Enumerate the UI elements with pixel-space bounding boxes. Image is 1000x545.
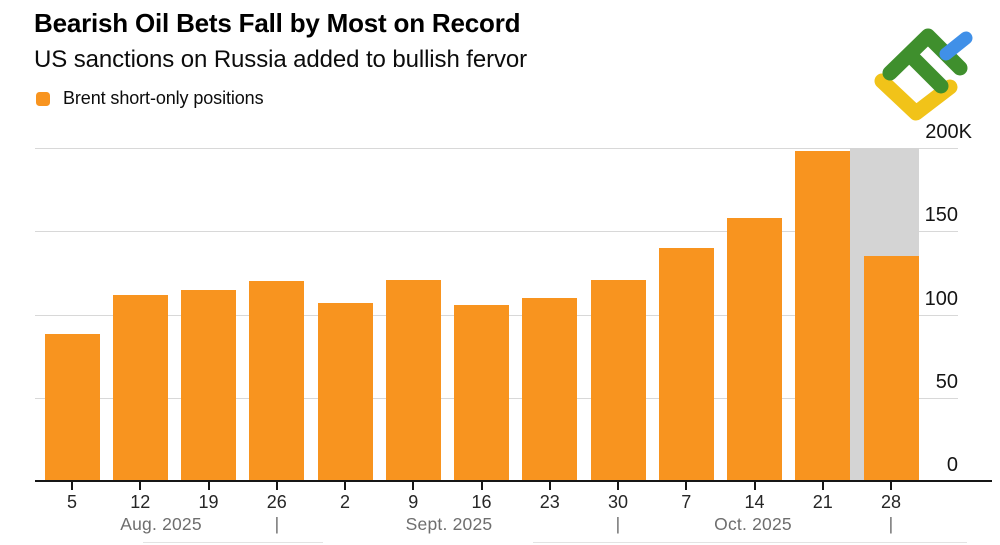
x-axis-month-label: Oct. 2025 <box>714 514 792 534</box>
x-axis-tick <box>344 482 346 490</box>
x-axis-date-label: 30 <box>607 492 629 512</box>
page-title: Bearish Oil Bets Fall by Most on Record <box>34 8 521 38</box>
x-axis-date-label: 14 <box>744 492 765 512</box>
legend-label: Brent short-only positions <box>63 88 264 108</box>
y-axis-label: 50 <box>935 370 958 393</box>
y-axis-label: 100 <box>924 287 958 310</box>
x-axis-line <box>35 480 992 482</box>
bar <box>590 279 646 481</box>
x-axis-tick <box>139 482 142 490</box>
bar <box>44 334 100 481</box>
x-axis-date-label: 26 <box>266 492 287 512</box>
x-axis-tick <box>821 482 824 490</box>
x-axis-tick <box>617 482 619 490</box>
x-axis-date-label: 5 <box>66 492 77 512</box>
x-axis-date-label: 19 <box>198 492 219 512</box>
gridline <box>35 231 958 233</box>
bar <box>249 281 305 481</box>
y-axis-label: 150 <box>924 204 958 227</box>
x-axis-date-label: 28 <box>880 492 902 512</box>
bar <box>317 302 373 481</box>
litefinance-logo-icon <box>874 28 973 121</box>
x-axis-date-label: 2 <box>339 492 350 512</box>
bar <box>863 256 919 481</box>
y-axis-label: 0 <box>946 454 958 476</box>
bar <box>727 217 782 481</box>
x-axis-month-label: Sept. 2025 <box>405 514 493 534</box>
bar <box>112 294 168 481</box>
bar <box>181 289 236 481</box>
gridline <box>35 148 958 149</box>
x-axis-date-label: 23 <box>539 492 560 512</box>
x-axis-tick <box>548 482 551 490</box>
month-separator: | <box>615 514 621 534</box>
bottom-hairline <box>143 542 323 543</box>
x-axis-tick <box>275 482 278 490</box>
x-axis-date-label: 12 <box>130 492 151 512</box>
bar <box>795 151 851 481</box>
x-axis-tick <box>207 482 210 490</box>
month-separator: | <box>888 514 894 534</box>
x-axis-date-label: 21 <box>812 492 833 512</box>
y-axis-label: 200K <box>925 121 972 143</box>
chart-subtitle: US sanctions on Russia added to bullish … <box>34 46 528 73</box>
bar <box>522 297 578 481</box>
bar <box>385 279 441 481</box>
x-axis-tick <box>480 482 483 490</box>
x-axis-date-label: 16 <box>471 492 492 512</box>
bar <box>454 304 509 481</box>
x-axis-date-label: 7 <box>681 492 692 512</box>
x-axis-month-label: Aug. 2025 <box>120 514 202 534</box>
x-axis-tick <box>412 482 415 490</box>
legend-swatch-icon <box>36 91 50 106</box>
bottom-hairline <box>533 542 967 543</box>
month-separator: | <box>274 514 280 534</box>
x-axis-tick <box>685 482 688 490</box>
x-axis-date-label: 9 <box>408 492 419 512</box>
x-axis-tick <box>890 482 892 490</box>
bar <box>658 247 714 481</box>
x-axis-tick <box>753 482 756 490</box>
legend: Brent short-only positions <box>36 88 264 109</box>
x-axis-tick <box>71 482 73 490</box>
